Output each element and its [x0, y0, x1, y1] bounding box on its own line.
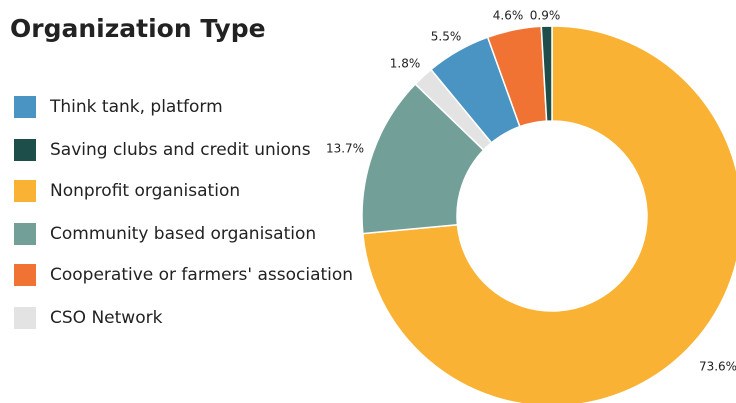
- value-label: 13.7%: [326, 142, 364, 156]
- legend-swatch: [14, 223, 36, 245]
- legend-swatch: [14, 180, 36, 202]
- legend-label: Nonprofit organisation: [50, 181, 240, 201]
- value-label: 5.5%: [431, 30, 462, 44]
- legend-swatch: [14, 96, 36, 118]
- chart-title: Organization Type: [10, 14, 266, 43]
- legend-label: Cooperative or farmers' association: [50, 265, 353, 285]
- legend-swatch: [14, 264, 36, 286]
- legend-swatch: [14, 307, 36, 329]
- value-label: 4.6%: [493, 9, 524, 23]
- slice: [361, 25, 736, 403]
- slice: [540, 25, 553, 122]
- value-label: 1.8%: [390, 57, 421, 71]
- legend-swatch: [14, 139, 36, 161]
- legend-label: Community based organisation: [50, 224, 316, 244]
- value-label: 0.9%: [530, 9, 561, 23]
- legend-label: Think tank, platform: [49, 97, 223, 117]
- legend-label: Saving clubs and credit unions: [50, 140, 311, 160]
- value-label: 73.6%: [699, 360, 736, 374]
- legend-label: CSO Network: [50, 308, 163, 328]
